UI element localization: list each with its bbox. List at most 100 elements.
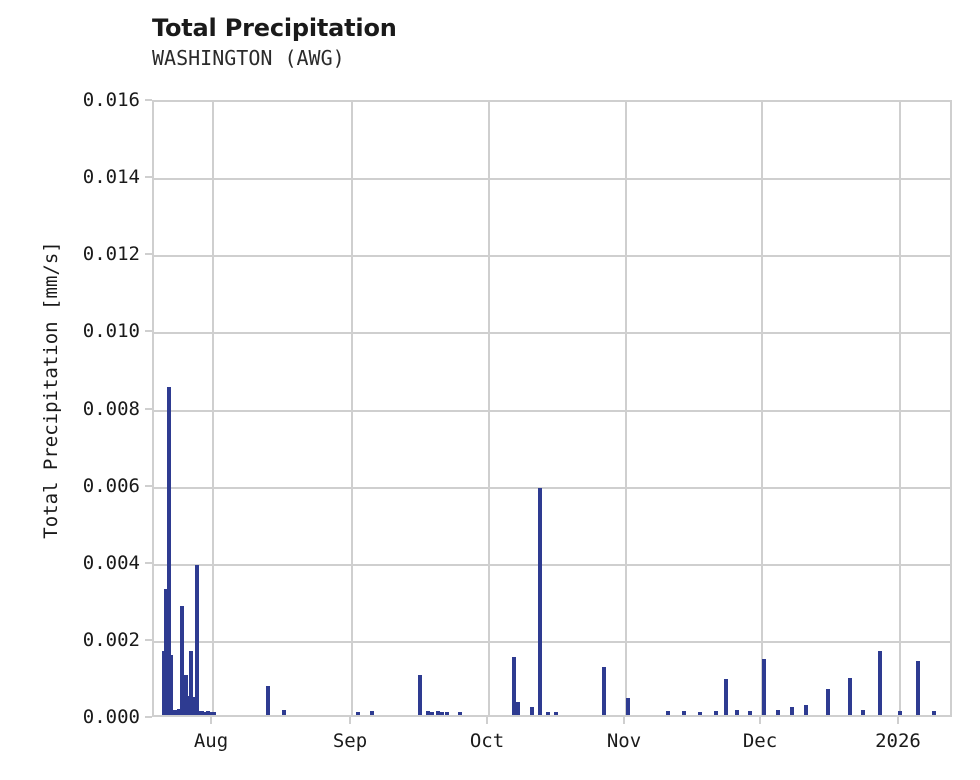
bar: [206, 710, 210, 715]
y-axis-tick-mark: [145, 716, 152, 718]
bar: [370, 711, 374, 715]
bar: [861, 710, 865, 715]
gridline-vertical: [761, 102, 763, 715]
gridline-vertical: [212, 102, 215, 715]
x-axis-tick-label: Aug: [193, 730, 229, 752]
bar: [748, 710, 752, 715]
bar: [195, 565, 199, 715]
bar: [164, 588, 168, 715]
bar: [512, 657, 516, 715]
y-axis-tick-mark: [145, 99, 152, 101]
bar: [878, 651, 882, 715]
bar: [546, 711, 550, 715]
bar: [167, 386, 171, 715]
bar: [804, 704, 808, 715]
bar: [848, 677, 852, 715]
gridline-vertical: [488, 102, 491, 715]
x-axis-tick-label: Oct: [469, 730, 505, 752]
bar: [724, 678, 728, 715]
x-axis-tick-mark: [623, 717, 625, 724]
y-axis-tick-mark: [145, 330, 152, 333]
bar: [184, 674, 188, 715]
bar: [682, 710, 686, 715]
bar: [916, 660, 920, 715]
x-axis-tick-mark: [210, 717, 213, 724]
bar: [418, 674, 422, 715]
bar: [266, 685, 270, 715]
y-axis-tick-label: 0.010: [82, 320, 140, 343]
gridline-horizontal: [154, 563, 950, 566]
chart-subtitle: WASHINGTON (AWG): [152, 46, 345, 70]
x-axis-tick-mark: [486, 717, 489, 724]
bar: [762, 658, 766, 715]
y-axis-tick-labels: 0.000 0.002 0.004 0.006 0.008 0.010 0.012 0.014…: [0, 0, 140, 780]
y-axis-tick-mark: [145, 253, 152, 256]
bar: [698, 711, 702, 715]
gridline-horizontal: [154, 486, 950, 489]
bar: [776, 710, 780, 715]
bar: [192, 697, 196, 715]
y-axis-tick-label: 0.014: [82, 166, 140, 189]
bar: [626, 698, 630, 715]
bar: [554, 711, 558, 715]
page-title: Total Precipitation: [152, 14, 397, 42]
bar: [282, 710, 286, 715]
gridline-vertical: [351, 102, 353, 715]
y-axis-tick-mark: [145, 484, 152, 487]
bar: [458, 711, 462, 715]
bar: [735, 710, 739, 715]
bar: [714, 710, 718, 715]
gridline-horizontal: [154, 255, 950, 258]
y-axis-tick-mark: [145, 561, 152, 564]
y-axis-tick-label: 0.012: [82, 243, 140, 266]
y-axis-tick-mark: [145, 638, 152, 641]
x-axis-tick-label: Nov: [606, 730, 642, 752]
x-axis-tick-label: Sep: [332, 730, 368, 752]
bar: [436, 711, 440, 715]
bar: [538, 488, 542, 715]
bar: [826, 689, 830, 715]
bar: [932, 711, 936, 715]
bar: [177, 708, 181, 715]
gridline-horizontal: [154, 332, 950, 335]
y-axis-tick-label: 0.008: [82, 397, 140, 420]
bar: [430, 711, 434, 715]
bar: [790, 707, 794, 715]
bar: [898, 710, 902, 715]
x-axis-tick-label: Dec: [742, 730, 778, 752]
y-axis-tick-label: 0.002: [82, 628, 140, 651]
bar: [440, 711, 444, 715]
y-axis-tick-label: 0.004: [82, 551, 140, 574]
bar: [426, 711, 430, 715]
bar: [174, 710, 178, 715]
y-axis-tick-label: 0.016: [82, 89, 140, 111]
gridline-horizontal: [154, 178, 950, 181]
gridline-vertical: [899, 102, 901, 715]
bar: [169, 655, 173, 715]
x-axis-tick-mark: [349, 717, 351, 724]
bar: [666, 711, 670, 715]
bar: [209, 711, 213, 715]
gridline-horizontal: [154, 409, 950, 412]
bar: [602, 667, 606, 715]
plot-area: [152, 100, 952, 717]
gridline-vertical: [625, 102, 627, 715]
x-axis-tick-label: 2026: [875, 730, 921, 752]
gridline-horizontal: [154, 640, 950, 643]
bar: [356, 711, 360, 715]
bar: [180, 605, 184, 715]
x-axis-tick-mark: [759, 717, 761, 724]
title-block: Total Precipitation WASHINGTON (AWG): [152, 14, 952, 71]
y-axis-tick-mark: [145, 407, 152, 410]
y-axis-tick-label: 0.006: [82, 474, 140, 497]
bar: [530, 706, 534, 715]
y-axis-tick-mark: [145, 176, 152, 179]
bar: [445, 711, 449, 715]
bar: [212, 712, 216, 715]
x-axis-tick-mark: [897, 717, 899, 724]
y-axis-tick-label: 0.000: [82, 706, 140, 728]
bar: [189, 651, 193, 715]
bar: [516, 702, 520, 715]
bar: [200, 711, 204, 715]
